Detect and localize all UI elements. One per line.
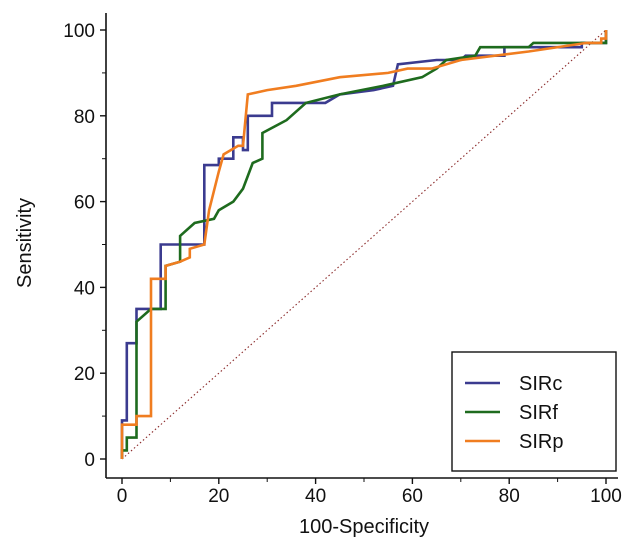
x-tick-label: 80 [499,486,520,507]
series-line-sirp [120,30,608,459]
y-tick-label: 0 [84,450,95,471]
x-tick-label: 20 [208,486,229,507]
x-tick-label: 60 [402,486,423,507]
tick-layer: 0 20 40 60 80 100 0 20 40 60 80 100 [63,21,622,507]
plot-frame [105,13,618,479]
legend-label-sirp: SIRp [519,431,563,453]
x-axis-title: 100-Specificity [299,516,429,538]
x-tick-label: 100 [590,486,622,507]
y-axis-title: Sensitivity [14,198,36,288]
legend-label-sirf: SIRf [519,402,558,424]
y-tick-label: 100 [63,21,95,42]
y-tick-label: 40 [74,278,95,299]
series-layer [120,30,608,459]
series-line-sirf [120,30,608,459]
legend-label-sirc: SIRc [519,373,562,395]
y-tick-label: 60 [74,193,95,214]
y-tick-label: 80 [74,107,95,128]
legend: SIRc SIRf SIRp [451,351,617,472]
x-tick-label: 0 [117,486,128,507]
y-tick-label: 20 [74,364,95,385]
x-tick-label: 40 [305,486,326,507]
